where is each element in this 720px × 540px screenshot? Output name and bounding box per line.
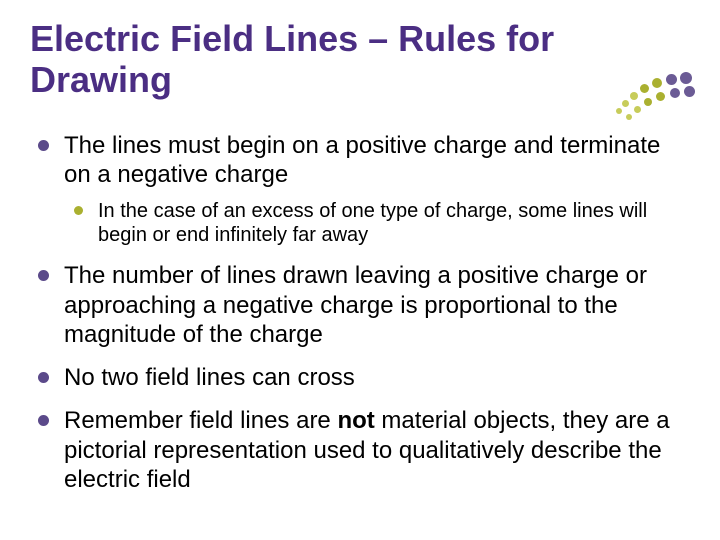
- decoration-dot: [644, 98, 652, 106]
- list-item-text: The number of lines drawn leaving a posi…: [64, 262, 647, 348]
- list-item: In the case of an excess of one type of …: [98, 199, 690, 247]
- list-item-text-bold: not: [337, 407, 374, 434]
- corner-decoration: [616, 64, 706, 134]
- decoration-dot: [640, 84, 649, 93]
- list-item: The number of lines drawn leaving a posi…: [64, 261, 690, 349]
- list-item-text: In the case of an excess of one type of …: [98, 200, 647, 246]
- slide: Electric Field Lines – Rules for Drawing…: [0, 0, 720, 540]
- bullet-list: The lines must begin on a positive charg…: [30, 131, 690, 494]
- decoration-dot: [652, 78, 662, 88]
- list-item-text: The lines must begin on a positive charg…: [64, 132, 660, 188]
- decoration-dot: [616, 108, 622, 114]
- sub-bullet-list: In the case of an excess of one type of …: [64, 199, 690, 247]
- decoration-dot: [622, 100, 629, 107]
- list-item: Remember field lines are not material ob…: [64, 406, 690, 494]
- list-item: No two field lines can cross: [64, 363, 690, 392]
- decoration-dot: [670, 88, 680, 98]
- list-item-text: No two field lines can cross: [64, 364, 355, 391]
- list-item-text-pre: Remember field lines are: [64, 407, 337, 434]
- decoration-dot: [656, 92, 665, 101]
- decoration-dot: [666, 74, 677, 85]
- decoration-dot: [634, 106, 641, 113]
- decoration-dot: [626, 114, 632, 120]
- decoration-dot: [684, 86, 695, 97]
- list-item: The lines must begin on a positive charg…: [64, 131, 690, 248]
- slide-title: Electric Field Lines – Rules for Drawing: [30, 18, 690, 101]
- decoration-dot: [630, 92, 638, 100]
- decoration-dot: [680, 72, 692, 84]
